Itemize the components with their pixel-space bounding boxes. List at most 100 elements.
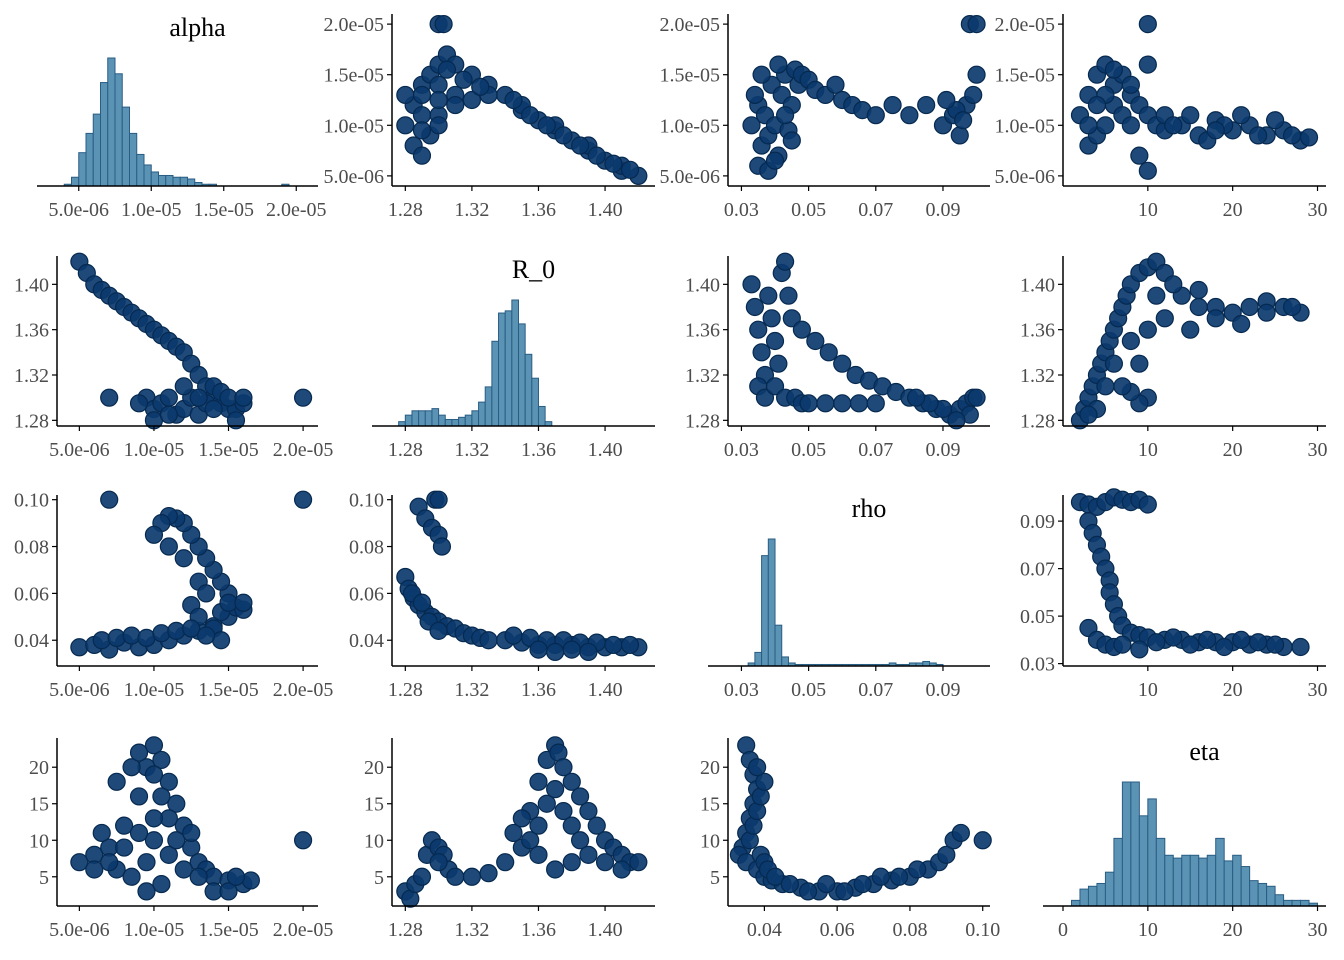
x-tick-label: 5.0e-06 [49,439,110,461]
y-tick-label: 15 [700,794,720,816]
x-tick-label: 0.04 [747,919,782,941]
scatter-point [189,867,208,886]
scatter-point [755,388,775,407]
y-tick-label: 0.10 [14,490,49,512]
scatter-point [137,853,156,872]
histogram-bar [754,651,763,667]
x-tick-label: 0.07 [858,679,893,701]
y-tick-label: 1.36 [14,320,49,342]
scatter-point [833,394,852,413]
scatter-point [197,584,216,603]
scatter-point [1121,75,1140,94]
histogram-bar [484,386,493,427]
histogram-bar [172,176,181,187]
scatter-point [833,354,852,373]
x-tick-label: 0.05 [791,199,826,221]
histogram-bar [85,132,94,187]
y-tick-label: 2.0e-05 [659,14,720,36]
histogram-bar [71,176,80,187]
y-tick-label: 1.32 [685,365,720,387]
scatter-point [554,758,573,777]
scatter-point [1130,354,1149,373]
scatter-point [816,394,835,413]
histogram-bar [78,152,87,187]
scatter-point [429,853,448,872]
scatter-point [115,816,134,835]
x-tick-label: 1.5e-05 [198,679,259,701]
y-tick-label: 1.36 [1020,320,1055,342]
x-tick-label: 20 [1223,919,1243,941]
scatter-point [129,823,149,843]
scatter-point [1232,106,1251,125]
panel-title: alpha [169,13,226,42]
scatter-point [537,116,556,135]
y-tick-label: 1.40 [1020,274,1055,296]
x-tick-label: 1.0e-05 [124,919,185,941]
scatter-point [521,106,540,125]
scatter-point [1079,405,1098,424]
panel-3-2: 5 10 15 20 0.04 0.06 0.08 0.10 [700,736,1000,941]
panel-2-2: rho 0.03 0.05 0.07 0.09 [708,494,990,701]
scatter-point [1164,628,1183,647]
scatter-point [765,331,785,351]
y-tick-label: 10 [700,830,720,852]
x-tick-label: 10 [1138,199,1158,221]
histogram-bar [1113,837,1123,907]
histogram-bar [1147,798,1157,907]
histogram-bar [179,176,188,187]
scatter-point [129,787,149,806]
scatter-point [579,801,598,821]
scatter-point [776,252,795,271]
scatter-point [1232,630,1251,649]
histogram-bar [1189,854,1200,907]
histogram-bar [438,414,446,427]
histogram-bar [1240,866,1251,907]
y-tick-label: 5.0e-06 [323,166,384,188]
scatter-point [1164,275,1183,294]
y-tick-label: 20 [700,757,720,779]
scatter-point [226,411,246,430]
histogram-bar [451,418,460,427]
histogram-bar [404,414,413,427]
scatter-point [849,394,869,413]
scatter-point [1249,126,1268,145]
scatter-point [1138,495,1157,514]
histogram-bar [92,113,101,187]
histogram-bar [1215,837,1225,907]
scatter-point [144,809,164,828]
scatter-point [446,867,465,886]
scatter-point [1104,354,1124,373]
scatter-point [799,394,818,413]
histogram-bar [1104,871,1115,907]
panel-0-3: 5.0e-06 1.0e-05 1.5e-05 2.0e-05 10 20 30 [994,14,1328,221]
scatter-point [129,394,149,413]
scatter-point [107,772,126,791]
x-tick-label: 1.40 [588,919,623,941]
scatter-point [769,354,788,373]
scatter-point [570,831,590,850]
scatter-point [174,377,193,396]
scatter-point [937,845,956,864]
scatter-point [742,275,761,294]
histogram-bar [114,73,123,187]
scatter-point [587,146,606,165]
scatter-point [817,874,836,894]
scatter-point [189,388,208,407]
x-tick-label: 0.03 [724,199,759,221]
scatter-point [122,758,141,777]
scatter-point [159,388,178,407]
scatter-point [964,85,983,105]
scatter-point [752,343,771,362]
y-tick-label: 1.5e-05 [323,65,384,87]
scatter-point [1096,377,1115,396]
scatter-point [1121,116,1140,135]
x-tick-label: 30 [1308,199,1328,221]
y-tick-label: 5 [374,867,384,889]
x-tick-label: 0.06 [820,919,855,941]
scatter-point [1130,146,1149,165]
scatter-point [742,116,761,135]
scatter-point [1189,280,1208,300]
scatter-point [159,405,178,424]
scatter-point [1257,303,1276,322]
